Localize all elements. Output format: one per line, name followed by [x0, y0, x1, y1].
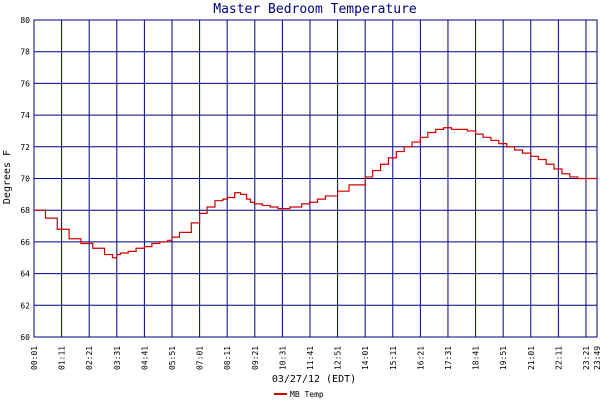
- x-tick-label: 17:31: [444, 346, 453, 370]
- y-tick-label: 68: [20, 206, 30, 215]
- x-tick-label: 03:31: [113, 346, 122, 370]
- y-tick-label: 64: [20, 270, 30, 279]
- series-layer: [34, 127, 597, 259]
- y-tick-label: 72: [20, 143, 30, 152]
- x-tick-label: 10:31: [278, 346, 287, 370]
- y-tick-label: 76: [20, 79, 30, 88]
- x-tick-label: 01:11: [58, 346, 67, 370]
- x-tick-label: 11:41: [306, 346, 315, 370]
- x-tick-label: 09:21: [251, 346, 260, 370]
- y-tick-label: 70: [20, 175, 30, 184]
- x-tick-label: 18:41: [472, 346, 481, 370]
- x-tick-label: 00:01: [30, 346, 39, 370]
- legend-label-mb-temp: MB Temp: [290, 390, 324, 399]
- legend: MB Temp: [274, 390, 324, 399]
- x-axis-label: 03/27/12 (EDT): [272, 374, 356, 385]
- x-tick-label: 12:51: [334, 346, 343, 370]
- y-axis-label: Degrees F: [2, 150, 13, 204]
- x-tick-label: 05:51: [168, 346, 177, 370]
- x-tick-label: 15:11: [389, 346, 398, 370]
- x-tick-label: 23:21: [582, 346, 591, 370]
- x-tick-label: 07:01: [196, 346, 205, 370]
- y-tick-labels: 60 62 64 66 68 70 72 74 76 78 80: [20, 16, 30, 342]
- x-tick-label: 04:41: [140, 346, 149, 370]
- series-line-mb-temp: [34, 127, 597, 259]
- x-tick-label: 08:11: [223, 346, 232, 370]
- x-tick-label: 22:11: [554, 346, 563, 370]
- x-tick-label: 21:01: [527, 346, 536, 370]
- x-tick-label: 02:21: [85, 346, 94, 370]
- y-tick-label: 80: [20, 16, 30, 25]
- x-tick-label: 23:49: [593, 346, 600, 370]
- y-tick-label: 60: [20, 333, 30, 342]
- grid-lines: [33, 19, 598, 338]
- y-tick-label: 74: [20, 111, 30, 120]
- x-tick-label: 16:21: [416, 346, 425, 370]
- x-tick-label: 14:01: [361, 346, 370, 370]
- y-tick-label: 78: [20, 48, 30, 57]
- y-tick-label: 62: [20, 301, 30, 310]
- y-tick-label: 66: [20, 238, 30, 247]
- x-tick-label: 19:51: [499, 346, 508, 370]
- chart-title: Master Bedroom Temperature: [213, 2, 417, 17]
- x-tick-labels: 00:01 01:11 02:21 03:31 04:41 05:51 07:01 08:11…: [30, 346, 600, 370]
